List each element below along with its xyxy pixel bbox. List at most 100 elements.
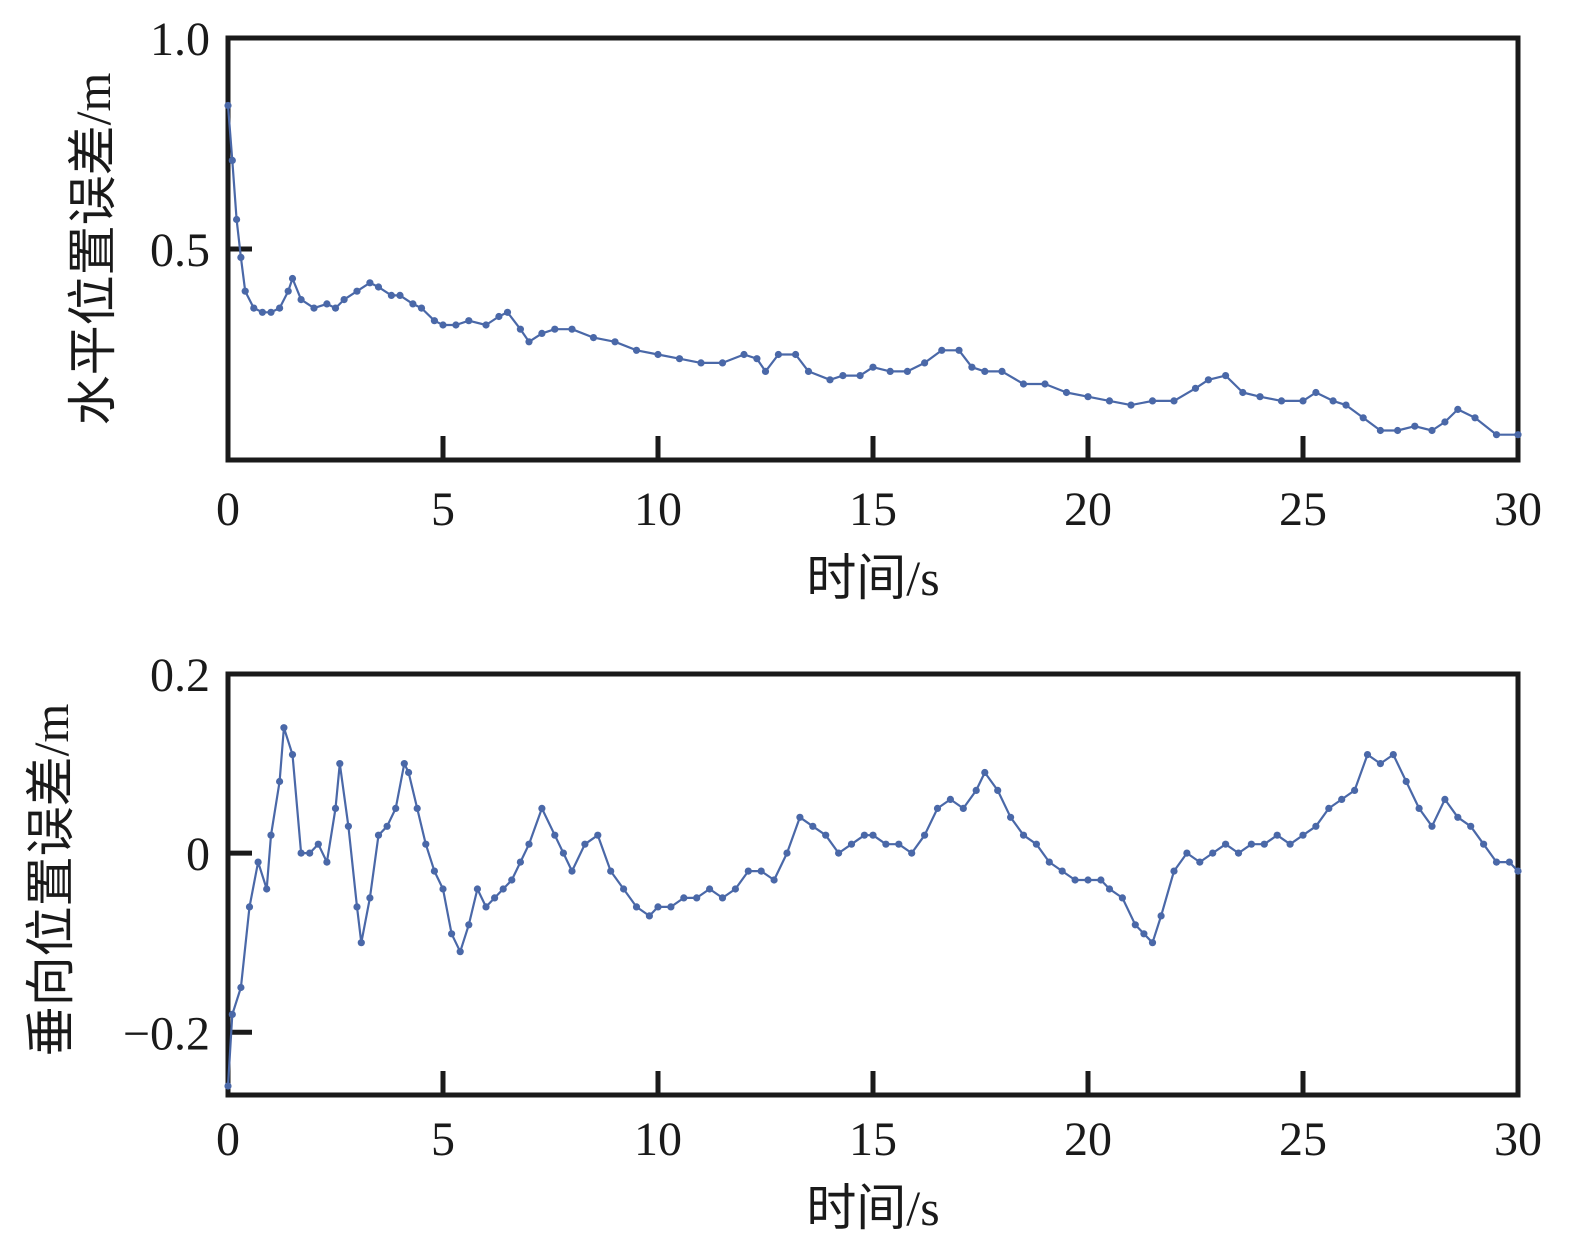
- data-point: [413, 804, 421, 813]
- data-point: [499, 885, 507, 893]
- data-point: [607, 867, 615, 875]
- data-point: [1032, 840, 1040, 848]
- data-point: [568, 325, 576, 333]
- data-point: [430, 317, 438, 325]
- x-tick-label: 25: [1279, 483, 1327, 536]
- data-point: [1363, 751, 1372, 759]
- data-point: [276, 777, 284, 786]
- data-point: [1312, 388, 1320, 397]
- data-point: [706, 885, 714, 893]
- data-point: [331, 304, 340, 312]
- data-point: [1148, 939, 1157, 947]
- vertical-error-chart: 0 5 10 15 20 25 30−0.200.2 时间/s 垂向位置误差/m: [23, 649, 1542, 1236]
- data-point: [589, 334, 598, 342]
- data-point: [491, 894, 499, 902]
- data-point: [568, 867, 576, 875]
- data-point: [439, 321, 447, 329]
- x-tick-label: 20: [1064, 483, 1112, 536]
- data-point: [1062, 388, 1071, 397]
- data-point: [1191, 384, 1200, 392]
- data-point: [1209, 849, 1217, 857]
- data-point: [482, 903, 490, 911]
- data-point: [1376, 760, 1384, 768]
- data-point: [374, 283, 383, 291]
- x-tick-label: 5: [431, 483, 455, 536]
- data-point: [1222, 840, 1230, 848]
- data-point: [538, 329, 546, 337]
- data-point: [336, 760, 344, 768]
- data-point: [882, 840, 890, 848]
- data-point: [284, 287, 292, 295]
- data-point: [796, 813, 804, 821]
- data-point: [1338, 795, 1346, 804]
- data-point: [1299, 397, 1307, 405]
- data-point: [835, 849, 843, 857]
- data-point: [667, 903, 675, 911]
- data-point: [1260, 840, 1268, 848]
- data-point: [1105, 885, 1114, 893]
- data-point: [1140, 930, 1148, 938]
- data-point: [770, 876, 778, 884]
- data-point: [783, 849, 791, 857]
- data-point: [933, 804, 942, 813]
- x-tick-label: 30: [1494, 483, 1542, 536]
- data-point: [1045, 858, 1053, 866]
- y-tick-label: 0: [186, 828, 210, 881]
- data-point: [1170, 867, 1178, 875]
- data-point: [224, 101, 232, 110]
- data-point: [245, 903, 254, 911]
- data-point: [809, 822, 817, 830]
- data-point: [508, 876, 516, 884]
- data-point: [310, 304, 318, 312]
- x-tick-label: 30: [1494, 1113, 1542, 1166]
- data-point: [525, 338, 533, 346]
- data-point: [826, 376, 834, 384]
- data-point: [1127, 401, 1135, 409]
- data-point: [439, 885, 447, 893]
- data-point: [1480, 840, 1488, 848]
- data-point: [998, 367, 1006, 375]
- data-point: [886, 367, 894, 375]
- data-point: [959, 804, 967, 813]
- data-point: [1359, 414, 1367, 422]
- data-point: [465, 921, 473, 929]
- data-point: [250, 304, 258, 312]
- data-point: [632, 903, 641, 911]
- data-point: [1084, 393, 1092, 401]
- data-point: [1312, 822, 1320, 830]
- data-point: [981, 768, 989, 777]
- series-group: [224, 724, 1522, 1090]
- data-point: [1342, 401, 1350, 409]
- y-axis-label: 垂向位置误差/m: [23, 704, 79, 1057]
- data-point: [1247, 840, 1255, 848]
- data-point: [1394, 426, 1402, 435]
- data-point: [753, 355, 761, 363]
- data-point: [288, 751, 297, 759]
- series-line: [226, 726, 1519, 1087]
- data-point: [1329, 397, 1337, 405]
- data-point: [908, 849, 916, 857]
- data-point: [495, 312, 503, 321]
- data-point: [551, 831, 559, 839]
- data-point: [366, 894, 374, 902]
- data-point: [1389, 751, 1397, 759]
- data-point: [551, 325, 559, 333]
- data-point: [1441, 418, 1449, 426]
- data-point: [237, 253, 245, 261]
- data-point: [895, 840, 903, 848]
- data-point: [1286, 840, 1294, 848]
- data-point: [422, 840, 430, 848]
- data-point: [856, 372, 864, 380]
- data-point: [697, 359, 705, 367]
- data-point: [559, 849, 568, 857]
- data-point: [1019, 831, 1028, 839]
- data-point: [718, 359, 727, 367]
- data-point: [1196, 858, 1204, 866]
- data-point: [1492, 858, 1501, 866]
- data-point: [1019, 380, 1028, 388]
- data-point: [1222, 372, 1230, 380]
- data-point: [263, 885, 271, 893]
- data-point: [516, 858, 525, 866]
- data-point: [323, 858, 331, 866]
- data-point: [366, 279, 374, 287]
